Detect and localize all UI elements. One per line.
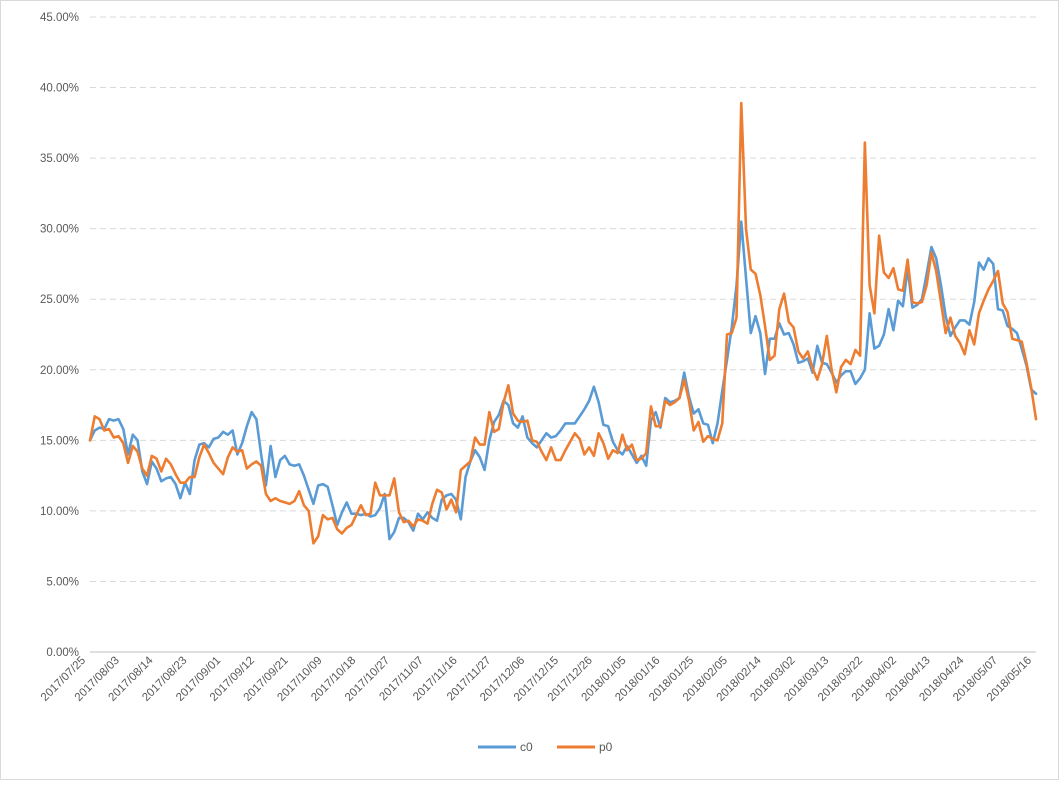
series-line-c0	[88, 220, 1038, 541]
y-tick-label: 30.00%	[40, 224, 79, 236]
series-line-p0	[88, 101, 1038, 545]
y-tick-label: 25.00%	[40, 294, 79, 306]
gridlines	[90, 16, 1036, 653]
y-tick-label: 0.00%	[46, 647, 79, 659]
legend: c0 p0	[478, 740, 613, 754]
y-axis-ticks: 0.00% 5.00% 10.00% 15.00% 20.00% 25.00% 30.00%…	[40, 12, 79, 659]
y-tick-label: 35.00%	[40, 153, 79, 165]
y-tick-label: 15.00%	[40, 435, 79, 447]
y-tick-label: 5.00%	[46, 576, 79, 588]
legend-label-c0: c0	[520, 740, 533, 754]
y-tick-label: 40.00%	[40, 83, 79, 95]
x-axis-ticks: 2017/07/252017/08/032017/08/142017/08/23…	[39, 654, 1034, 704]
series-lines	[88, 101, 1038, 545]
y-tick-label: 20.00%	[40, 365, 79, 377]
y-tick-label: 10.00%	[40, 506, 79, 518]
y-tick-label: 45.00%	[40, 12, 79, 24]
legend-label-p0: p0	[599, 740, 613, 754]
